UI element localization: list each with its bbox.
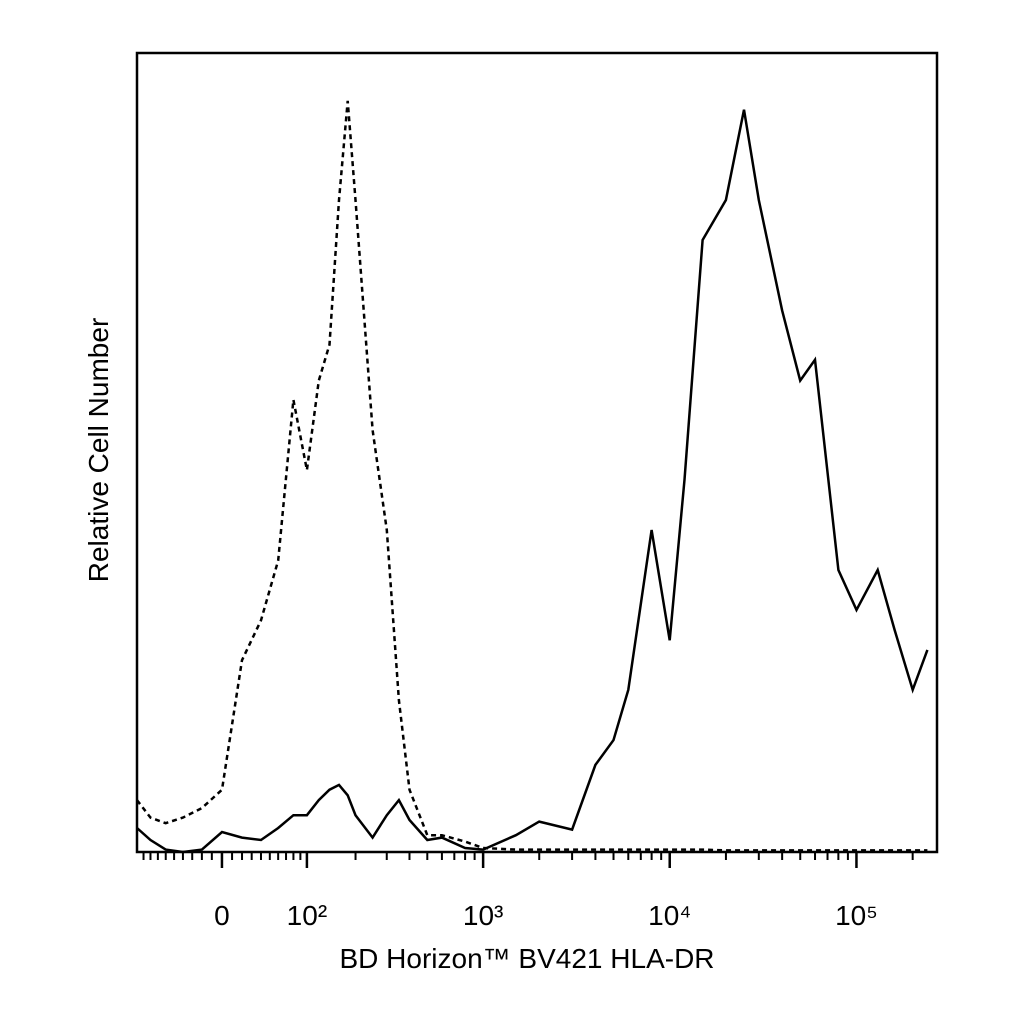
x-tick-label: 10⁴: [648, 900, 691, 931]
x-tick-label: 10²: [287, 900, 327, 931]
x-tick-label: 0: [214, 900, 230, 931]
x-axis-label: BD Horizon™ BV421 HLA-DR: [339, 943, 714, 974]
x-tick-label: 10⁵: [835, 900, 878, 931]
series-line: [136, 100, 928, 852]
y-axis-label: Relative Cell Number: [83, 318, 114, 583]
plot-frame: [135, 51, 939, 854]
x-tick-label: 10³: [463, 900, 503, 931]
series-line: [136, 109, 929, 854]
